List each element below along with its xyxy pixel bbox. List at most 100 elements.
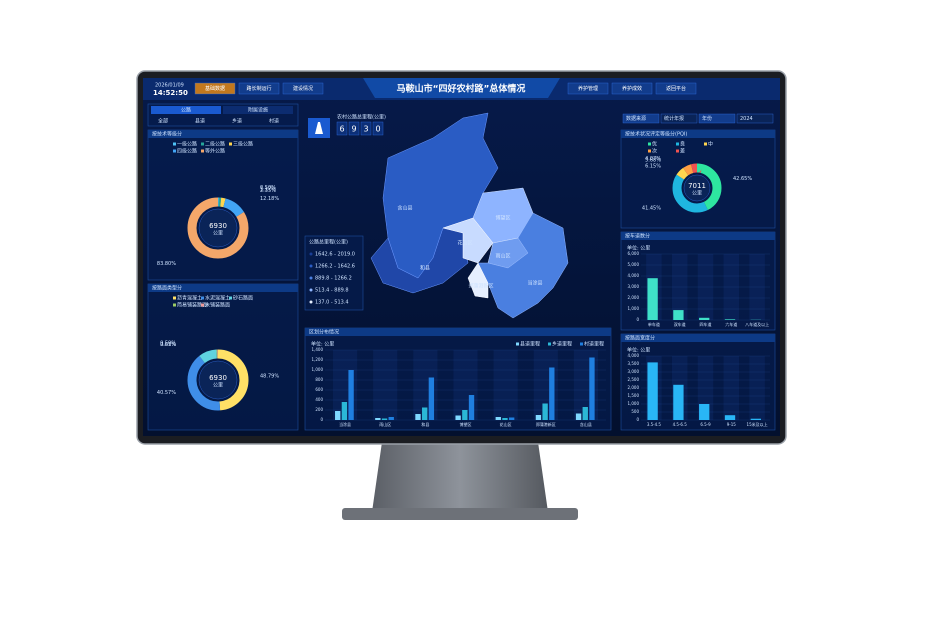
- digit-box: [372, 121, 384, 136]
- donut-segment: [672, 163, 722, 213]
- x-tick-label: 3.5-4.5: [647, 422, 662, 427]
- panel-header: [621, 334, 775, 342]
- x-tick-label: 9-15: [727, 422, 737, 427]
- legend-dot: [309, 300, 313, 304]
- x-tick-label: 和县: [421, 421, 429, 427]
- y-tick-label: 1,400: [312, 347, 324, 352]
- bar: [542, 403, 548, 420]
- bar: [575, 413, 582, 420]
- legend-swatch: [201, 142, 204, 146]
- y-tick-label: 1,000: [312, 367, 324, 372]
- donut-value-label: 1.17%: [260, 186, 276, 192]
- donut-inner: [198, 360, 238, 400]
- subtab-label[interactable]: 村道: [269, 118, 279, 125]
- y-tick-label: 600: [315, 387, 323, 392]
- legend-label: 一级公路: [177, 141, 197, 148]
- donut-value-label: 6.15%: [645, 163, 661, 169]
- legend-dot: [309, 252, 313, 256]
- legend-swatch: [516, 342, 519, 346]
- x-tick-label: 双车道: [674, 321, 686, 327]
- x-tick-label: 博望区: [460, 421, 472, 427]
- unit-label: 单位: 公里: [627, 347, 650, 354]
- y-tick-label: 500: [631, 409, 639, 414]
- tab-label: 附属设施: [248, 107, 268, 114]
- legend-label: 889.8 - 1266.2: [315, 276, 352, 282]
- subtab-label[interactable]: 全部: [158, 118, 168, 125]
- nav-button[interactable]: [238, 82, 280, 95]
- y-tick-label: 1,200: [312, 357, 324, 362]
- legend-label: 砂石路面: [233, 295, 253, 302]
- region-label: 含山县: [397, 205, 412, 212]
- bar: [495, 417, 501, 420]
- donut-center: 7011: [688, 182, 706, 190]
- x-tick-label: 含山县: [580, 421, 592, 427]
- date: 2026/01/09: [155, 83, 184, 89]
- nav-button[interactable]: [655, 82, 697, 95]
- selector[interactable]: [660, 113, 698, 124]
- nav-label: 基础数据: [205, 85, 225, 92]
- y-tick-label: 1,000: [628, 306, 640, 311]
- legend-label: 三级公路: [233, 141, 253, 148]
- panel-header: [305, 328, 611, 336]
- x-tick-label: 郑蒲港新区: [536, 421, 556, 427]
- legend-label: 县道里程: [520, 341, 540, 348]
- total-label: 农村公路总里程(公里): [337, 114, 386, 121]
- category-band: [373, 350, 398, 420]
- x-tick-label: 雨山区: [379, 421, 391, 427]
- donut-value-label: 0.51%: [160, 342, 176, 348]
- bar: [502, 418, 508, 420]
- monitor-base: [342, 508, 578, 520]
- donut-segment: [187, 349, 249, 411]
- legend-dot: [309, 264, 313, 268]
- donut-value-label: 41.45%: [642, 206, 661, 212]
- map-legend-title: 公路总里程(公里): [309, 239, 348, 246]
- bar: [699, 317, 710, 320]
- nav-button[interactable]: [611, 82, 653, 95]
- y-tick-label: 400: [315, 397, 323, 402]
- legend-swatch: [676, 149, 679, 153]
- selector[interactable]: [736, 113, 774, 124]
- digit: 6: [339, 125, 344, 134]
- map-legend-box: [304, 235, 364, 311]
- tab[interactable]: [223, 106, 293, 114]
- subtab-label[interactable]: 乡道: [232, 118, 242, 125]
- panel-title: 按技术状况评定等级分(PQI): [625, 131, 687, 138]
- selector-label: 2024: [740, 116, 753, 122]
- donut-value-label: 12.18%: [260, 196, 279, 202]
- panel-title: 按路面宽度分: [625, 335, 655, 342]
- donut-inner: [683, 174, 711, 202]
- selector[interactable]: [622, 113, 660, 124]
- donut-segment: [187, 349, 249, 411]
- x-tick-label: 4.5-6.5: [673, 422, 688, 427]
- bar: [455, 415, 461, 420]
- y-tick-label: 0: [636, 417, 639, 422]
- nav-label: 路长制运行: [246, 85, 271, 92]
- nav-button[interactable]: [282, 82, 324, 95]
- legend-swatch: [173, 296, 176, 300]
- y-tick-label: 2,000: [628, 385, 640, 390]
- panel: [304, 327, 612, 431]
- unit-label: 单位: 公里: [311, 341, 334, 348]
- tab[interactable]: [151, 106, 221, 114]
- nav-label: 养护成效: [622, 85, 642, 92]
- bar: [582, 407, 588, 420]
- legend-label: 沥青混凝土: [177, 295, 202, 302]
- y-tick-label: 1,000: [628, 401, 640, 406]
- x-tick-label: 六车道: [725, 321, 737, 327]
- x-tick-label: 花山区: [500, 421, 512, 427]
- subtab-label[interactable]: 县道: [195, 118, 205, 125]
- nav-button[interactable]: [194, 82, 236, 95]
- bar: [462, 410, 468, 420]
- donut-center: 6930: [209, 222, 227, 230]
- donut-value-label: 0.50%: [260, 185, 276, 191]
- legend-label: 1266.2 - 1642.6: [315, 264, 355, 270]
- panel-header: [621, 130, 775, 138]
- donut-segment: [187, 197, 249, 259]
- legend-label: 四级公路: [177, 148, 197, 155]
- selector[interactable]: [698, 113, 736, 124]
- legend-swatch: [173, 303, 176, 307]
- bar: [673, 384, 684, 420]
- legend-label: 良: [680, 141, 685, 148]
- nav-button[interactable]: [567, 82, 609, 95]
- region-label: 和县: [420, 265, 430, 272]
